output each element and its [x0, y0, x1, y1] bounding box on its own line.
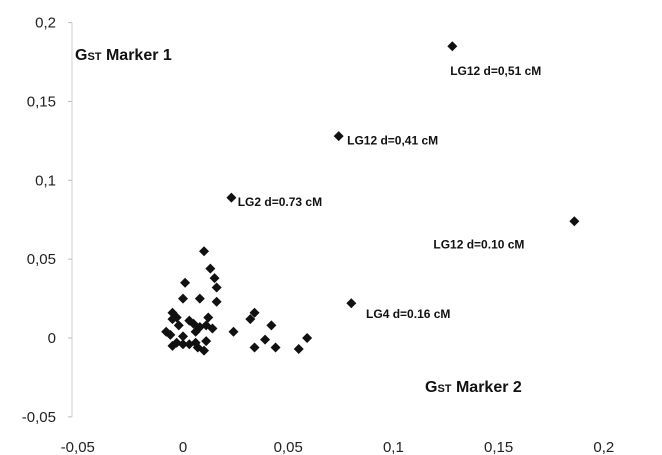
- data-point: [205, 263, 216, 274]
- point-annotation: LG12 d=0,41 cM: [347, 133, 438, 147]
- data-point: [201, 336, 212, 347]
- data-point: [203, 312, 214, 323]
- x-tick-label: 0,15: [484, 439, 513, 455]
- data-points: [161, 41, 580, 356]
- data-point: [199, 246, 210, 257]
- y-tick-label: -0,05: [22, 409, 56, 426]
- point-annotation: LG12 d=0.10 cM: [433, 237, 524, 251]
- y-tick-label: 0: [48, 330, 56, 347]
- x-tick-labels: -0,05 0 0,05 0,1 0,15 0,2: [61, 439, 615, 455]
- data-point: [333, 131, 344, 142]
- data-point: [167, 340, 178, 351]
- x-tick-label: 0,1: [383, 439, 404, 455]
- data-point: [165, 329, 176, 340]
- x-tick-label: 0,2: [593, 439, 614, 455]
- x-tick-label: 0,05: [274, 439, 303, 455]
- data-point: [178, 293, 188, 304]
- data-point: [180, 277, 191, 288]
- data-point: [228, 326, 239, 337]
- y-axis-title-sub: ST: [87, 51, 101, 63]
- data-point: [211, 296, 222, 307]
- data-point: [270, 342, 281, 353]
- point-annotation: LG4 d=0.16 cM: [366, 307, 450, 321]
- data-point: [207, 323, 218, 334]
- x-tick-label: -0,05: [61, 439, 95, 455]
- y-tick-label: 0,15: [27, 93, 56, 110]
- data-point: [167, 314, 178, 325]
- x-tick-label: 0: [179, 439, 187, 455]
- y-axis-title-rest: Marker 1: [102, 47, 172, 64]
- data-point: [190, 337, 201, 348]
- y-tick-label: 0,2: [35, 15, 56, 32]
- axes: [68, 22, 73, 418]
- data-point: [346, 298, 357, 309]
- y-tick-label: 0,1: [35, 172, 56, 189]
- data-point: [245, 314, 256, 325]
- data-point: [249, 342, 260, 353]
- point-annotation: LG12 d=0,51 cM: [450, 64, 541, 78]
- data-point: [226, 192, 237, 203]
- data-point: [194, 293, 205, 304]
- x-axis-title-sub: ST: [437, 383, 451, 395]
- annotations: LG12 d=0,51 cM LG12 d=0,41 cM LG2 d=0.73 c…: [238, 64, 542, 321]
- point-annotation: LG2 d=0.73 cM: [238, 195, 322, 209]
- data-point: [199, 345, 210, 356]
- y-axis-title: GST Marker 1: [75, 47, 172, 64]
- data-point: [260, 334, 271, 345]
- data-point: [178, 339, 188, 350]
- x-axis-title-main: G: [425, 379, 437, 396]
- data-point: [190, 326, 201, 337]
- data-point: [173, 320, 184, 331]
- x-axis-title: GST Marker 2: [425, 379, 522, 396]
- y-axis-title-main: G: [75, 47, 87, 64]
- data-point: [266, 320, 277, 331]
- data-point: [178, 331, 188, 342]
- data-point: [249, 307, 260, 318]
- data-point: [569, 216, 580, 227]
- data-point: [293, 344, 304, 355]
- x-axis-title-rest: Marker 2: [452, 379, 522, 396]
- data-point: [447, 41, 458, 52]
- data-point: [211, 282, 222, 293]
- data-point: [302, 333, 313, 343]
- data-point: [209, 273, 220, 284]
- y-tick-labels: -0,05 0 0,05 0,1 0,15 0,2: [22, 15, 56, 426]
- y-tick-label: 0,05: [27, 251, 56, 268]
